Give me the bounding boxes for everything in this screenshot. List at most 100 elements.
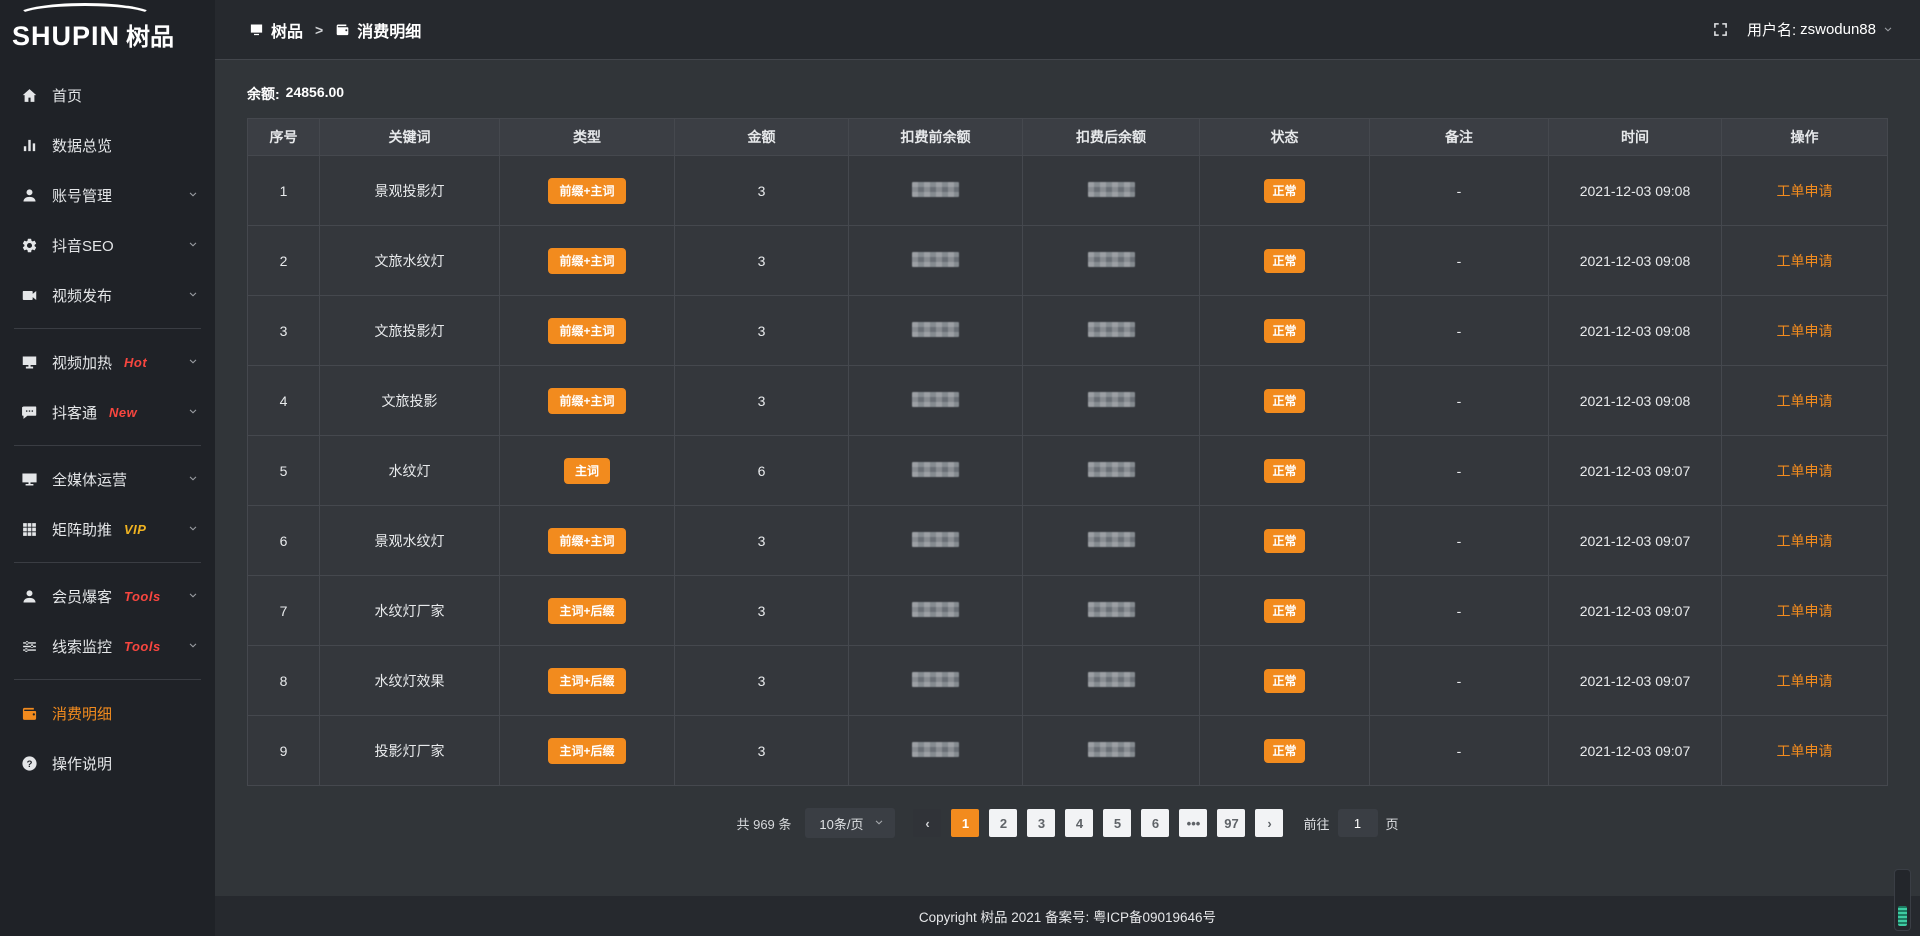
action-cell: 工单申请 — [1721, 505, 1888, 576]
action-cell: 工单申请 — [1721, 645, 1888, 716]
page-button-4[interactable]: 4 — [1065, 809, 1094, 837]
work-order-link[interactable]: 工单申请 — [1776, 252, 1833, 269]
table-row: 8 水纹灯效果 主词+后缀 3 正常 -2021-12-03 09:07 工单申请 — [247, 645, 1888, 716]
sidebar-nav: 首页数据总览账号管理抖音SEO 视频发布视频加热 Hot 抖客通 New 全媒体运营 矩阵助… — [0, 58, 215, 788]
chevron-down-icon — [187, 356, 199, 368]
work-order-link[interactable]: 工单申请 — [1776, 462, 1833, 479]
note-cell: - — [1369, 295, 1549, 366]
note-cell: - — [1369, 365, 1549, 436]
sidebar-item-tag: VIP — [124, 521, 147, 537]
sidebar-item-视频加热[interactable]: 视频加热 Hot — [0, 337, 215, 387]
redacted-value — [1087, 461, 1135, 477]
sidebar-item-消费明细[interactable]: 消费明细 — [0, 688, 215, 738]
sidebar-item-线索监控[interactable]: 线索监控 Tools — [0, 621, 215, 671]
sidebar-item-视频发布[interactable]: 视频发布 — [0, 270, 215, 320]
sidebar-item-全媒体运营[interactable]: 全媒体运营 — [0, 454, 215, 504]
status-cell: 正常 — [1199, 155, 1370, 226]
type-badge: 前缀+主词 — [548, 527, 626, 554]
chevron-down-icon — [187, 239, 199, 251]
page-button-97[interactable]: 97 — [1217, 809, 1246, 837]
column-header-序号: 序号 — [247, 118, 320, 156]
redacted-value — [1087, 391, 1135, 407]
redacted-value — [1087, 601, 1135, 617]
page-size-select[interactable]: 10条/页 — [805, 808, 896, 838]
balance-after-cell — [1022, 575, 1200, 646]
work-order-link[interactable]: 工单申请 — [1776, 392, 1833, 409]
sidebar-item-操作说明[interactable]: ? 操作说明 — [0, 738, 215, 788]
row-index: 8 — [247, 645, 320, 716]
goto-page-input[interactable] — [1337, 809, 1378, 837]
row-index: 2 — [247, 225, 320, 296]
redacted-value — [912, 391, 959, 407]
balance-after-cell — [1022, 435, 1200, 506]
status-cell: 正常 — [1199, 715, 1370, 786]
balance-label: 余额: — [247, 86, 280, 102]
breadcrumb-item-树品[interactable]: 树品 — [249, 18, 303, 42]
type-badge: 主词 — [563, 457, 610, 484]
amount-cell: 6 — [674, 435, 849, 506]
chevron-down-icon — [873, 817, 885, 829]
home-icon — [20, 87, 38, 104]
sidebar-item-label: 首页 — [52, 87, 83, 105]
sidebar-divider — [14, 445, 201, 446]
work-order-link[interactable]: 工单申请 — [1776, 322, 1833, 339]
breadcrumb-item-消费明细[interactable]: 消费明细 — [335, 18, 421, 42]
breadcrumb: 树品 > 消费明细 — [249, 18, 421, 42]
work-order-link[interactable]: 工单申请 — [1776, 672, 1833, 689]
page-button-3[interactable]: 3 — [1027, 809, 1056, 837]
user-icon — [20, 187, 38, 204]
work-order-link[interactable]: 工单申请 — [1776, 532, 1833, 549]
page-button-1[interactable]: 1 — [951, 809, 980, 837]
balance-value: 24856.00 — [285, 84, 345, 100]
balance-before-cell — [848, 645, 1023, 716]
page-button-5[interactable]: 5 — [1103, 809, 1132, 837]
pagination-total: 共 969 条 — [736, 816, 792, 832]
type-cell: 前缀+主词 — [499, 365, 675, 436]
table-head: 序号 关键词 类型 金额 扣费前余额 扣费后余额 状态 备注 时间 操作 — [247, 118, 1888, 156]
table-body: 1 景观投影灯 前缀+主词 3 正常 -2021-12-03 09:08 工单申请 2 文旅水纹… — [247, 155, 1888, 786]
floating-side-widget[interactable] — [1894, 869, 1911, 931]
column-header-扣费后余额: 扣费后余额 — [1022, 118, 1200, 156]
status-cell: 正常 — [1199, 295, 1370, 366]
sidebar-item-抖音SEO[interactable]: 抖音SEO — [0, 220, 215, 270]
sidebar-item-账号管理[interactable]: 账号管理 — [0, 170, 215, 220]
redacted-value — [912, 531, 959, 547]
sidebar-divider — [14, 328, 201, 329]
work-order-link[interactable]: 工单申请 — [1776, 742, 1833, 759]
note-cell: - — [1369, 435, 1549, 506]
sidebar: SHUPIN 树品 首页 数据总览 账号管理 抖音SEO 视频发布 视频加热 Hot 抖客通 N… — [0, 0, 215, 936]
table-row: 6 景观水纹灯 前缀+主词 3 正常 -2021-12-03 09:07 工单申请 — [247, 505, 1888, 576]
fullscreen-icon[interactable] — [1712, 21, 1729, 38]
redacted-value — [1087, 531, 1135, 547]
sidebar-item-抖客通[interactable]: 抖客通 New — [0, 387, 215, 437]
page-button-2[interactable]: 2 — [989, 809, 1018, 837]
screen-icon — [249, 22, 264, 37]
sidebar-item-label: 会员爆客 — [52, 588, 113, 606]
sidebar-item-矩阵助推[interactable]: 矩阵助推 VIP — [0, 504, 215, 554]
next-page-button[interactable]: › — [1255, 809, 1284, 837]
goto-label: 前往 — [1303, 816, 1330, 832]
chevron-down-icon — [1882, 24, 1894, 36]
time-cell: 2021-12-03 09:08 — [1548, 295, 1722, 366]
prev-page-button[interactable]: ‹ — [913, 809, 942, 837]
sidebar-item-数据总览[interactable]: 数据总览 — [0, 120, 215, 170]
status-badge: 正常 — [1264, 178, 1305, 203]
type-cell: 前缀+主词 — [499, 505, 675, 576]
sidebar-divider — [14, 562, 201, 563]
action-cell: 工单申请 — [1721, 575, 1888, 646]
page-button-•••[interactable]: ••• — [1179, 809, 1208, 837]
work-order-link[interactable]: 工单申请 — [1776, 182, 1833, 199]
sidebar-item-会员爆客[interactable]: 会员爆客 Tools — [0, 571, 215, 621]
status-cell: 正常 — [1199, 435, 1370, 506]
table-row: 7 水纹灯厂家 主词+后缀 3 正常 -2021-12-03 09:07 工单申请 — [247, 575, 1888, 646]
page-button-6[interactable]: 6 — [1141, 809, 1170, 837]
sidebar-item-首页[interactable]: 首页 — [0, 70, 215, 120]
balance-after-cell — [1022, 365, 1200, 436]
keyword-cell: 文旅水纹灯 — [319, 225, 500, 296]
work-order-link[interactable]: 工单申请 — [1776, 602, 1833, 619]
type-badge: 主词+后缀 — [548, 737, 626, 764]
user-menu[interactable]: 用户名: zswodun88 — [1747, 19, 1894, 40]
sidebar-item-label: 线索监控 — [52, 638, 113, 656]
action-cell: 工单申请 — [1721, 365, 1888, 436]
sidebar-item-label: 账号管理 — [52, 187, 113, 205]
